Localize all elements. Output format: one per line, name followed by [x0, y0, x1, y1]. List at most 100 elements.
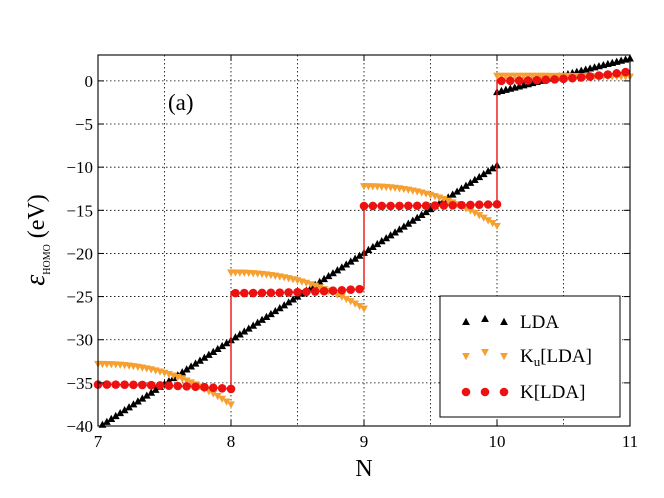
- k-lda-point: [541, 75, 551, 85]
- lda-point: [400, 222, 408, 230]
- k-lda-point: [111, 380, 121, 389]
- ku-lda-point: [488, 219, 497, 228]
- ku-lda-point: [466, 207, 475, 215]
- lda-point: [222, 339, 231, 347]
- k-lda-point: [483, 200, 493, 209]
- ku-lda-point: [213, 393, 222, 401]
- x-tick-label: 9: [360, 432, 369, 451]
- k-lda-point: [129, 380, 138, 390]
- lda-point: [253, 318, 262, 326]
- lda-point: [351, 254, 360, 262]
- lda-point: [258, 315, 266, 323]
- legend-marker-ku-lda: [481, 349, 489, 357]
- k-lda-point: [164, 381, 174, 390]
- k-lda-point: [200, 382, 209, 392]
- lda-point: [213, 344, 222, 353]
- legend: LDA Ku[LDA] K[LDA]: [439, 295, 621, 418]
- x-tick-label: 8: [227, 432, 236, 451]
- ku-lda-point: [479, 214, 488, 222]
- lda-point: [151, 385, 160, 393]
- lda-point: [191, 359, 200, 367]
- k-lda-point: [395, 201, 404, 211]
- k-lda-point: [523, 76, 533, 85]
- lda-point: [138, 394, 147, 402]
- k-lda-point: [337, 285, 347, 295]
- series-k-lda: [93, 67, 631, 394]
- ku-lda-point: [351, 300, 360, 308]
- k-lda-point: [266, 288, 276, 298]
- lda-point: [373, 239, 382, 248]
- k-lda-point: [310, 287, 320, 296]
- k-lda-point: [217, 383, 227, 393]
- k-lda-point: [594, 71, 604, 80]
- k-lda-point: [302, 287, 311, 297]
- lda-point: [249, 321, 258, 329]
- y-tick-label: −15: [66, 201, 93, 220]
- k-lda-point: [359, 201, 369, 211]
- y-axis-subscript: HOMO: [42, 244, 53, 275]
- k-lda-point: [421, 201, 431, 210]
- lda-point: [333, 266, 342, 274]
- lda-point: [484, 167, 493, 175]
- lda-point: [218, 341, 227, 350]
- k-lda-point: [293, 287, 302, 297]
- ku-lda-point: [218, 395, 227, 403]
- lda-point: [382, 234, 391, 242]
- lda-point: [386, 231, 395, 239]
- lda-point: [200, 353, 209, 361]
- ku-lda-point: [484, 217, 493, 225]
- k-lda-point: [612, 69, 621, 78]
- k-lda-point: [514, 76, 524, 85]
- legend-marker-lda: [462, 317, 470, 325]
- lda-point: [470, 175, 479, 184]
- lda-point: [404, 219, 413, 227]
- lda-point: [289, 295, 297, 303]
- legend-ku-sub: u: [534, 354, 541, 369]
- ku-lda-point: [227, 401, 235, 409]
- k-lda-point: [146, 380, 156, 390]
- k-lda-point: [439, 201, 449, 210]
- k-lda-point: [532, 75, 542, 85]
- lda-point: [125, 403, 133, 411]
- lda-point: [178, 368, 187, 376]
- x-tick-label: 7: [94, 432, 103, 451]
- legend-label-k-lda: K[LDA]: [520, 382, 585, 403]
- k-lda-point: [275, 288, 285, 297]
- ku-lda-point: [355, 303, 364, 311]
- k-lda-point: [386, 201, 395, 211]
- legend-marker-lda: [481, 314, 489, 322]
- k-lda-point: [191, 382, 200, 392]
- legend-marker-lda: [500, 317, 508, 325]
- lda-point: [355, 251, 364, 259]
- lda-point: [244, 324, 253, 332]
- lda-point: [271, 306, 280, 315]
- k-lda-point: [492, 199, 502, 209]
- ku-lda-point: [493, 222, 501, 231]
- ku-lda-point: [470, 209, 479, 217]
- k-lda-point: [240, 288, 249, 298]
- lda-point: [417, 210, 426, 218]
- lda-point: [240, 327, 249, 335]
- y-tick-label: −5: [75, 115, 93, 134]
- y-tick-label: −20: [66, 244, 93, 263]
- lda-point: [231, 333, 240, 341]
- lda-point: [262, 312, 271, 320]
- y-axis-symbol: ε: [20, 275, 51, 286]
- lda-point: [142, 391, 151, 399]
- k-lda-point: [474, 200, 484, 210]
- legend-label-ku-lda: Ku[LDA]: [520, 346, 592, 369]
- lda-point: [337, 263, 346, 271]
- lda-point: [368, 242, 377, 251]
- y-tick-label: 0: [85, 72, 94, 91]
- k-lda-point: [603, 70, 613, 79]
- lda-point: [182, 365, 191, 373]
- lda-point: [275, 304, 284, 312]
- k-lda-point: [231, 288, 240, 298]
- x-tick-label: 11: [622, 432, 638, 451]
- series-layer: [93, 54, 634, 428]
- lda-point: [111, 411, 120, 420]
- k-lda-point: [355, 284, 364, 294]
- lda-point: [377, 237, 386, 245]
- ku-lda-point: [475, 212, 484, 220]
- k-lda-point: [377, 201, 387, 211]
